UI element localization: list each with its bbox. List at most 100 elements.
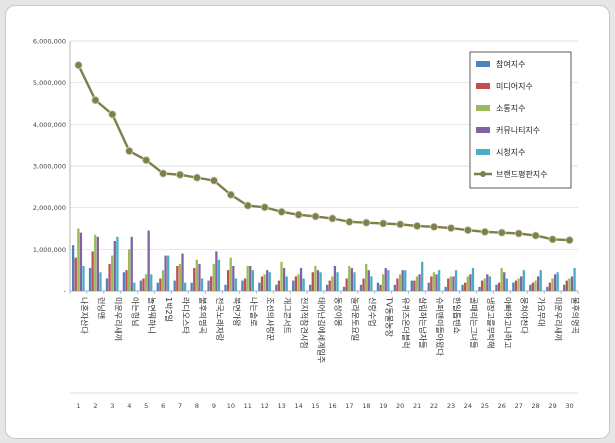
bar xyxy=(413,280,416,291)
category-label: 개그콘서트 xyxy=(283,297,293,334)
bar xyxy=(387,270,390,291)
line-point xyxy=(243,201,252,210)
bar xyxy=(348,266,351,291)
category-number: 30 xyxy=(565,402,573,410)
category-label: 라디오스타 xyxy=(181,297,190,334)
legend-label: 미디어지수 xyxy=(496,81,533,91)
bar xyxy=(116,236,119,291)
category-number: 15 xyxy=(311,402,319,410)
bar xyxy=(505,278,508,291)
bar xyxy=(534,280,537,291)
legend-swatch xyxy=(476,149,490,155)
bar xyxy=(319,272,322,291)
bar xyxy=(74,257,77,291)
category-label: 태어난김에세계일주 xyxy=(317,297,327,363)
category-label: 냉장고를부탁해 xyxy=(486,297,496,349)
bar xyxy=(370,276,373,291)
category-label: 신랑수업 xyxy=(367,297,377,326)
bar xyxy=(71,245,75,291)
line-point xyxy=(379,219,388,228)
bar xyxy=(173,280,176,291)
line-point xyxy=(565,236,574,245)
line-point xyxy=(277,207,286,216)
line-point xyxy=(328,214,337,223)
bar xyxy=(77,228,80,291)
bar xyxy=(396,278,399,291)
bar xyxy=(159,278,162,291)
bar xyxy=(495,284,498,291)
bar xyxy=(122,272,126,291)
category-label: 1박2일 xyxy=(164,297,174,322)
bar xyxy=(546,286,549,291)
bar xyxy=(478,286,481,291)
bar xyxy=(362,278,365,291)
line-point xyxy=(446,224,455,233)
bar xyxy=(243,278,247,291)
category-label: 나혼자산다 xyxy=(79,297,89,334)
category-number: 1 xyxy=(76,402,80,410)
bar xyxy=(130,236,133,291)
bar xyxy=(556,272,559,291)
bar xyxy=(551,278,554,291)
bar xyxy=(79,232,83,291)
category-number: 19 xyxy=(379,402,387,410)
bar xyxy=(181,253,184,291)
category-number: 10 xyxy=(227,402,235,410)
line-point xyxy=(362,218,371,227)
category-number: 6 xyxy=(161,402,165,410)
category-label: 미운우리새끼 xyxy=(113,297,122,341)
bar xyxy=(299,268,303,291)
category-number: 25 xyxy=(481,402,489,410)
bar xyxy=(359,284,363,291)
line-point xyxy=(294,210,303,219)
bar xyxy=(167,255,170,291)
category-label: 아는형님 xyxy=(130,297,140,326)
category-label: 뭉쳐야찬다 xyxy=(520,297,530,334)
bar xyxy=(268,272,271,291)
line-point xyxy=(430,222,439,231)
legend-label: 커뮤니티지수 xyxy=(496,125,540,135)
bar xyxy=(113,241,116,291)
category-label: 한일톱텐쇼 xyxy=(452,297,462,334)
bar xyxy=(432,272,436,291)
bar xyxy=(331,276,334,291)
line-point xyxy=(91,96,100,105)
bar xyxy=(282,268,286,291)
bar xyxy=(466,276,469,291)
bar xyxy=(147,230,150,291)
bar xyxy=(517,278,520,291)
bar xyxy=(427,282,430,291)
bar xyxy=(539,270,542,291)
bar xyxy=(263,274,266,291)
bar xyxy=(469,274,472,291)
bar xyxy=(435,274,438,291)
bar xyxy=(309,284,312,291)
bar xyxy=(512,282,515,291)
legend-swatch-marker xyxy=(480,171,486,177)
bar xyxy=(200,278,204,291)
y-tick-label: - xyxy=(64,288,67,296)
line-point xyxy=(463,226,472,235)
category-label: 유퀴즈온더블럭 xyxy=(401,297,411,349)
bar xyxy=(297,274,300,291)
y-tick-label: 3,000,000 xyxy=(33,163,66,171)
bar xyxy=(294,276,297,291)
line-point xyxy=(497,228,506,237)
line-point xyxy=(125,146,134,155)
bar xyxy=(336,272,339,291)
category-number: 17 xyxy=(345,402,353,410)
bar xyxy=(285,276,288,291)
bar xyxy=(139,280,142,291)
bar xyxy=(266,270,269,291)
bar xyxy=(536,276,540,291)
bar xyxy=(393,284,396,291)
bar xyxy=(161,270,165,291)
category-number: 20 xyxy=(396,402,404,410)
bar xyxy=(430,276,433,291)
bar xyxy=(565,280,568,291)
category-label: 아빠하고나하고 xyxy=(503,297,513,349)
bar xyxy=(342,286,346,291)
y-axis: - 1,000,000 2,000,000 3,000,000 4,000,000 5,0… xyxy=(33,38,71,296)
